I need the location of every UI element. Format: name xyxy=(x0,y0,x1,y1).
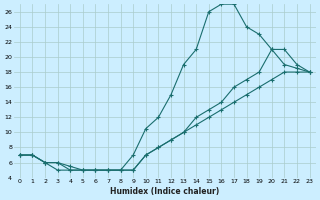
X-axis label: Humidex (Indice chaleur): Humidex (Indice chaleur) xyxy=(110,187,219,196)
